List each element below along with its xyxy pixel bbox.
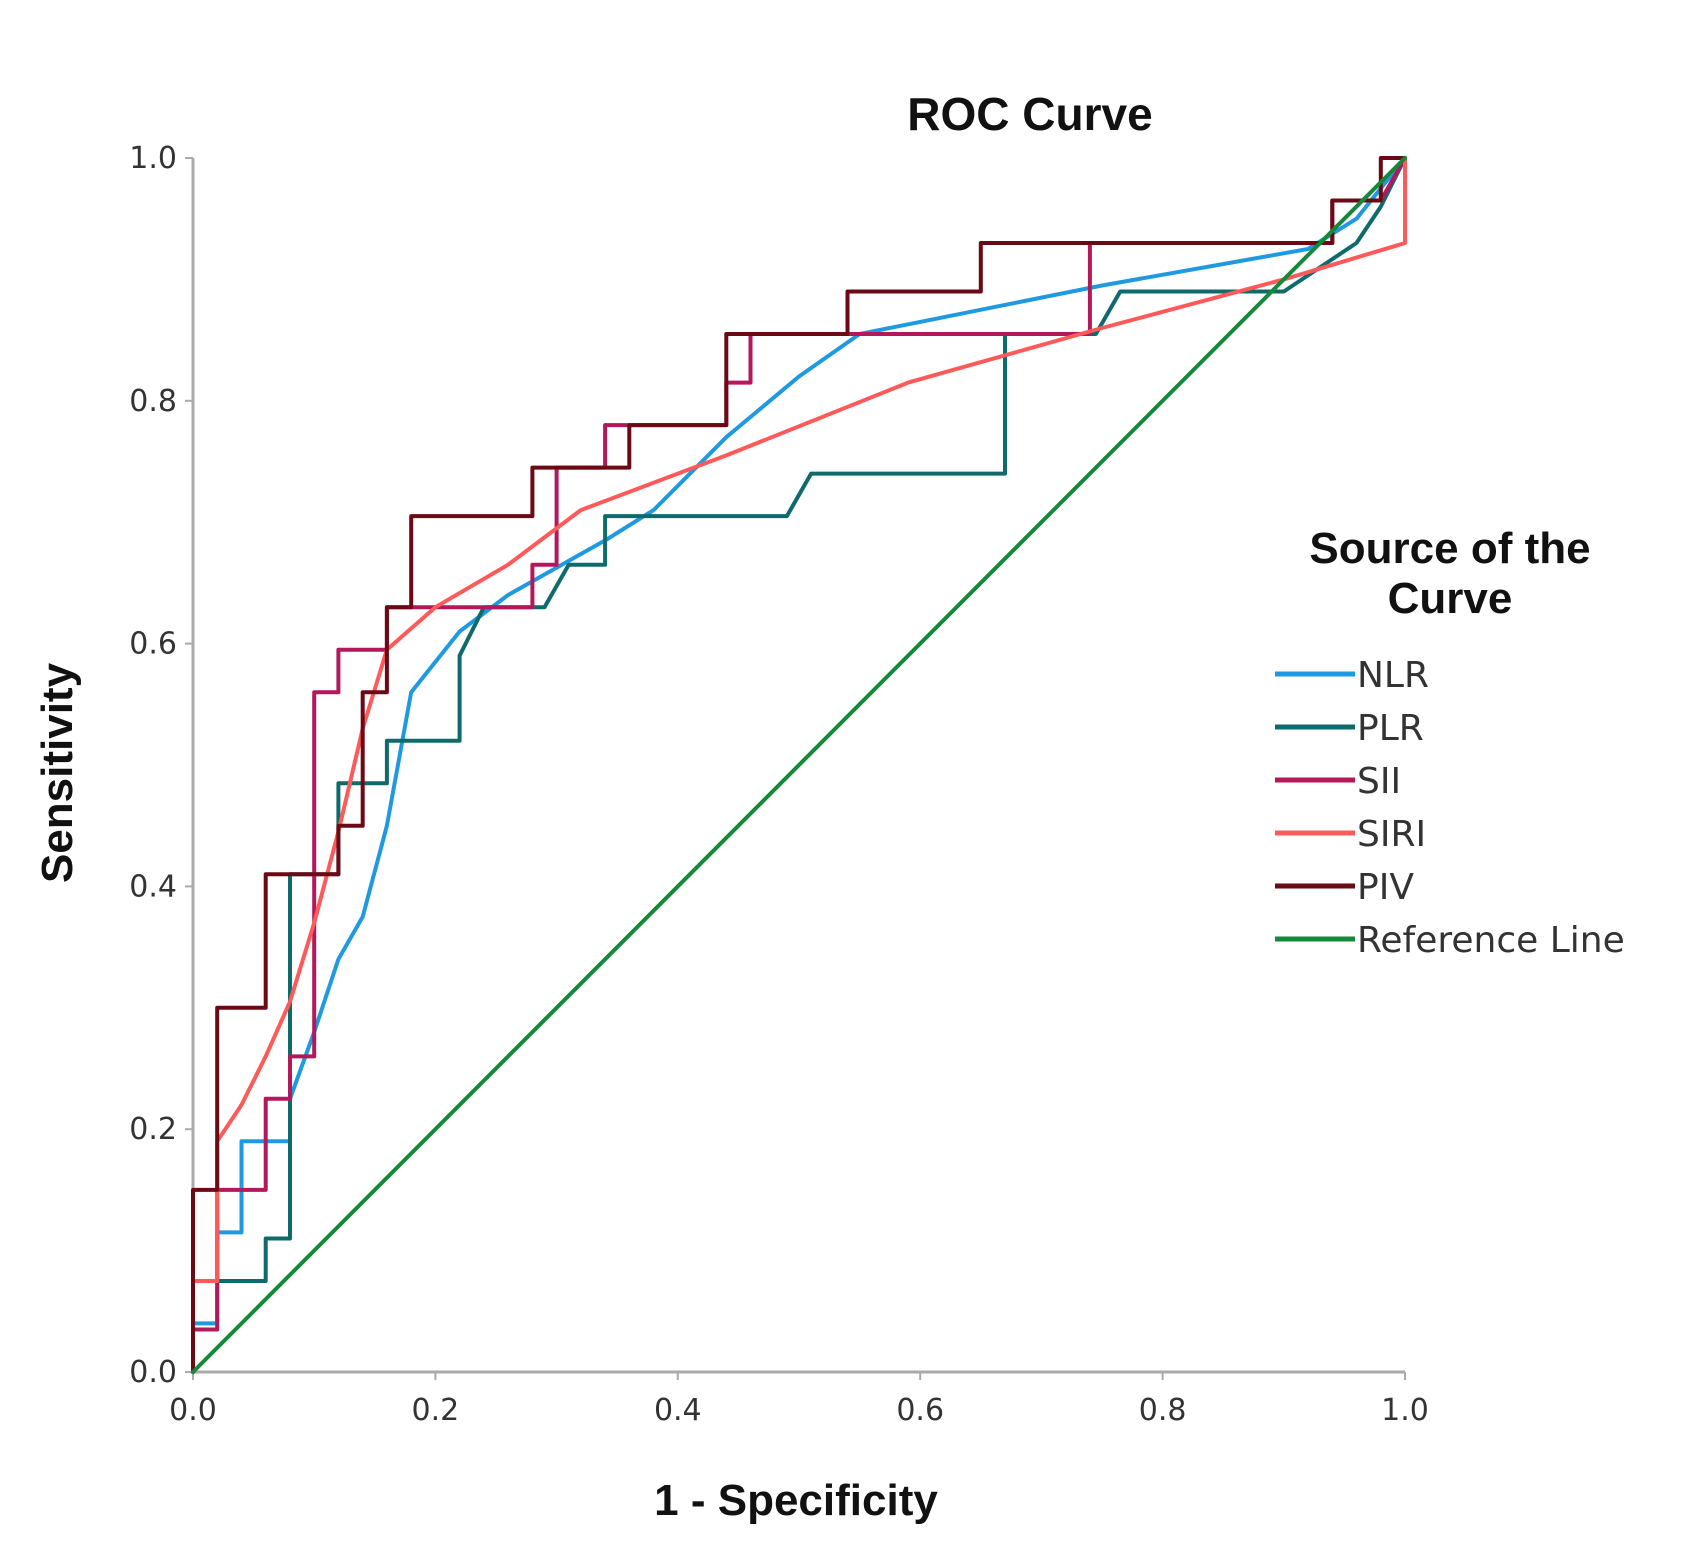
legend-label-plr: PLR [1357,708,1424,749]
x-tick-label: 0.8 [1139,1393,1187,1428]
y-tick-label: 0.6 [129,627,177,662]
y-axis-label: Sensitivity [33,662,82,883]
x-axis-label: 1 - Specificity [654,1476,938,1525]
y-tick-label: 0.2 [129,1112,177,1147]
series-line-siri [191,156,1407,1374]
y-tick-label: 1.0 [129,141,177,176]
legend-label-piv: PIV [1357,867,1414,908]
x-tick-label: 1.0 [1381,1393,1429,1428]
y-tick-label: 0.0 [129,1355,177,1390]
legend-label-sii: SII [1357,761,1401,802]
legend-items: NLR PLR SII SIRI PIV Reference Line [1275,655,1625,961]
legend-title-line1: Source of the [1309,524,1590,573]
series-lines [191,156,1407,1374]
chart-title: ROC Curve [907,88,1152,140]
legend-label-nlr: NLR [1357,655,1429,696]
series-line-reference-line [191,156,1407,1374]
x-tick-label: 0.6 [896,1393,944,1428]
legend-label-siri: SIRI [1357,814,1426,855]
x-axis-ticks: 0.0 0.2 0.4 0.6 0.8 1.0 [169,1372,1429,1428]
series-line-piv [191,156,1407,1374]
series-line-nlr [191,156,1407,1374]
legend-label-reference-line: Reference Line [1357,920,1625,961]
series-line-sii [191,156,1407,1374]
legend-title-line2: Curve [1388,574,1513,623]
x-tick-label: 0.2 [412,1393,460,1428]
x-tick-label: 0.0 [169,1393,217,1428]
x-tick-label: 0.4 [654,1393,702,1428]
axes [191,158,1405,1374]
y-tick-label: 0.8 [129,384,177,419]
y-axis-ticks: 0.0 0.2 0.4 0.6 0.8 1.0 [129,141,193,1390]
y-tick-label: 0.4 [129,869,177,904]
legend: Source of the Curve NLR PLR SII SIRI PIV Refe… [1275,524,1625,961]
